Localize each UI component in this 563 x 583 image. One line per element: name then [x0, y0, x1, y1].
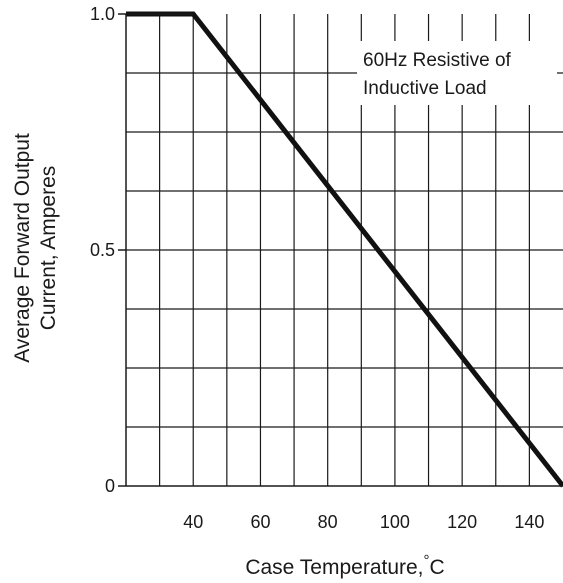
x-axis-title-text: Case Temperature,	[245, 556, 423, 579]
x-tick-label: 120	[447, 512, 477, 532]
annotation-line-1: 60Hz Resistive of	[363, 50, 512, 71]
x-tick-label: 100	[380, 512, 410, 532]
y-tick-label: 0	[105, 476, 115, 496]
annotation-background	[357, 41, 557, 105]
annotation-line-2: Inductive Load	[363, 78, 487, 99]
x-tick-label: 40	[183, 512, 203, 532]
x-tick-label: 140	[514, 512, 544, 532]
y-axis-title-line-1: Average Forward Output	[11, 133, 34, 363]
y-axis-title-line-2: Current, Amperes	[37, 166, 60, 331]
x-tick-label: 60	[250, 512, 270, 532]
x-axis-title-unit: C	[430, 556, 445, 579]
y-tick-label: 0.5	[90, 240, 115, 260]
tick-labels: 40 60 80 100 120 140 0 0.5 1.0	[90, 4, 544, 532]
x-axis-title-degree: °	[424, 552, 430, 569]
x-axis-title: Case Temperature,°C	[245, 552, 444, 579]
y-tick-label: 1.0	[90, 4, 115, 24]
x-tick-label: 80	[318, 512, 338, 532]
